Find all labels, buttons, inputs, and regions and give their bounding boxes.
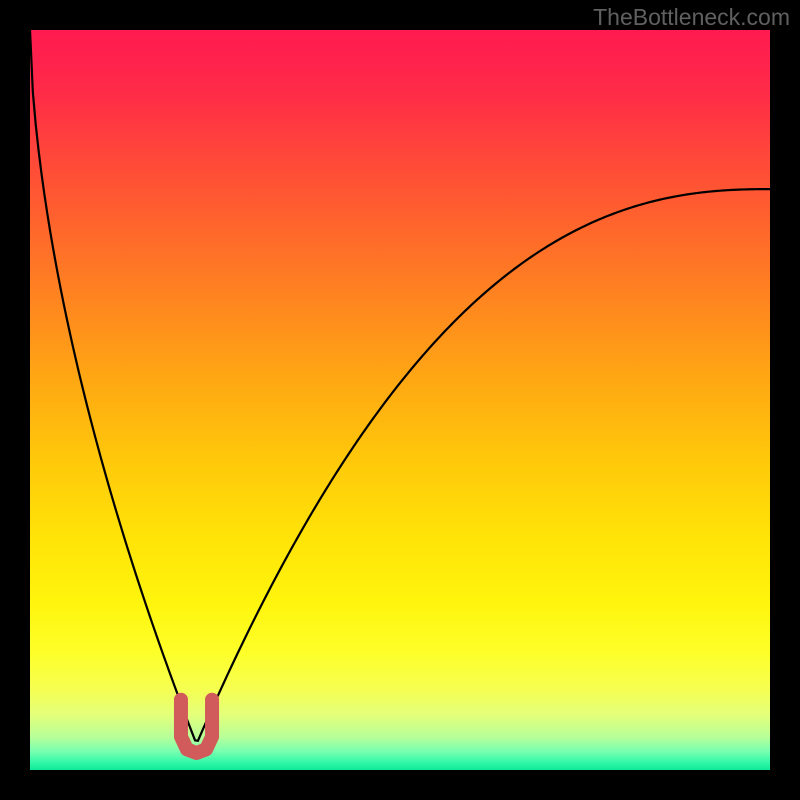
bottleneck-chart <box>0 0 800 800</box>
watermark-text: TheBottleneck.com <box>593 4 790 31</box>
chart-container: TheBottleneck.com <box>0 0 800 800</box>
plot-background <box>30 30 770 770</box>
